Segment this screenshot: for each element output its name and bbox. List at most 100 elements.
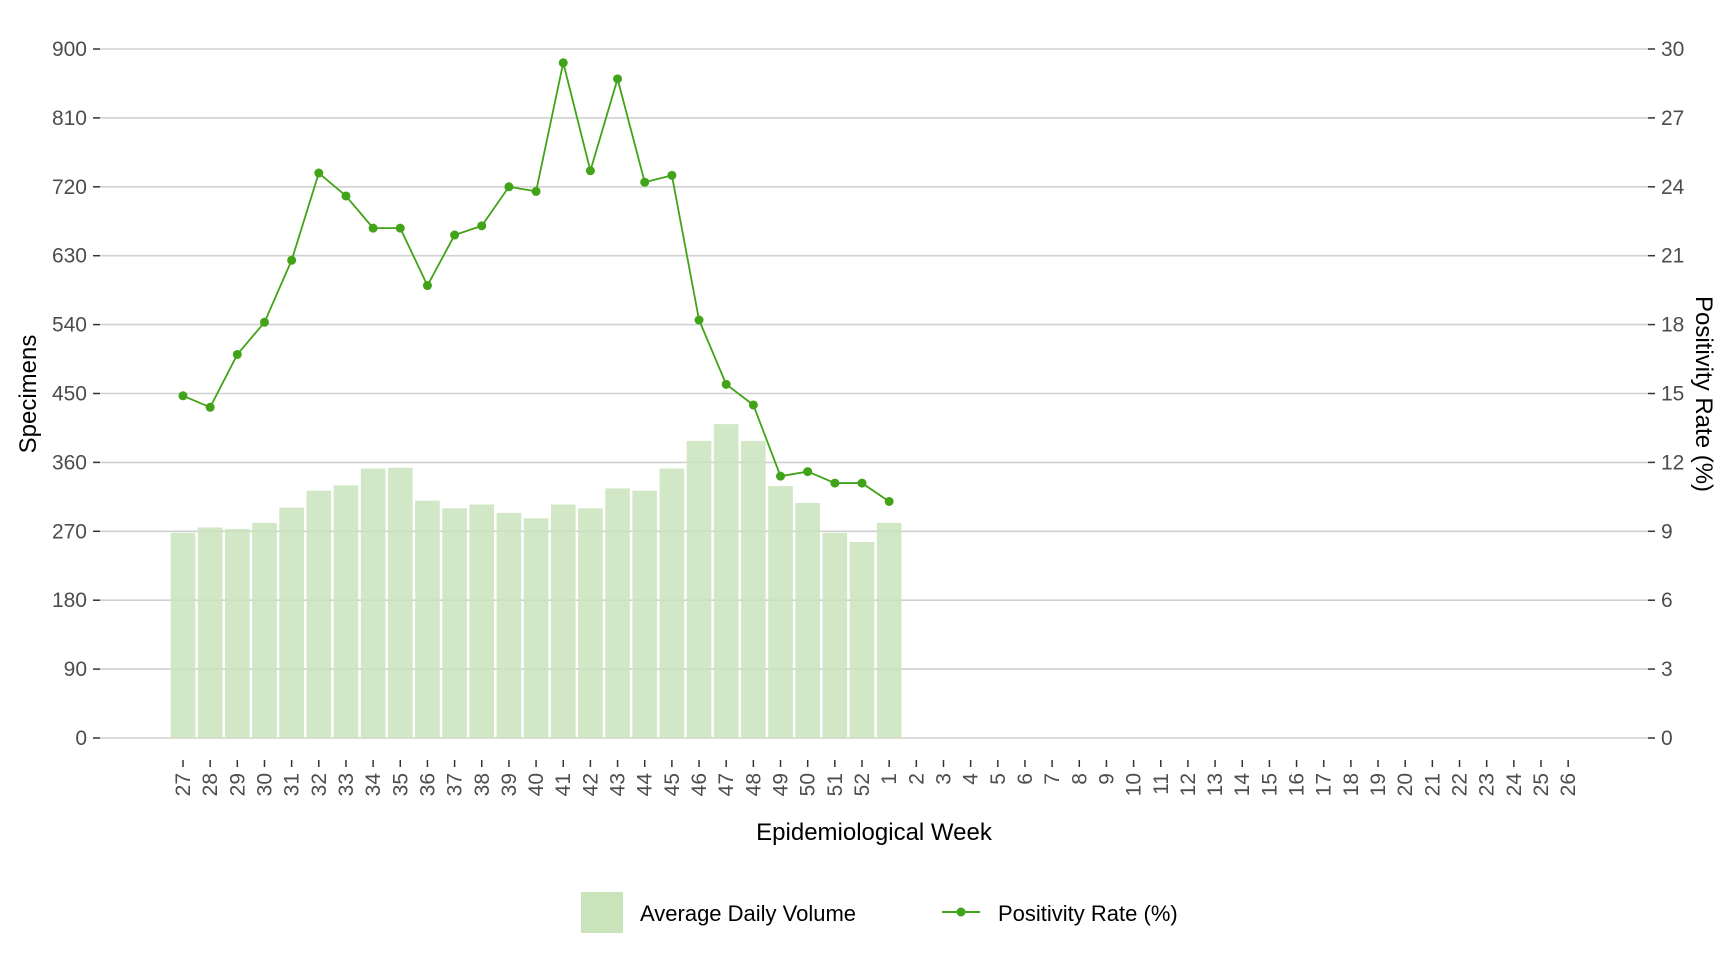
bar: [605, 488, 630, 738]
bar: [252, 522, 277, 738]
x-tick-label: 23: [1476, 773, 1499, 796]
y-tick-label: 360: [52, 451, 87, 474]
x-tick-label: 43: [607, 773, 630, 796]
x-tick-label: 8: [1068, 773, 1091, 785]
x-tick-label: 35: [389, 773, 412, 796]
y2-tick-label: 0: [1661, 727, 1673, 750]
legend-key-bar: [581, 892, 623, 933]
line-point: [287, 255, 297, 265]
x-tick-label: 17: [1313, 773, 1336, 796]
bar: [686, 440, 712, 738]
x-tick-label: 19: [1367, 773, 1390, 796]
x-tick-label: 34: [362, 773, 385, 797]
y-tick-label: 180: [52, 589, 87, 612]
x-tick-label: 21: [1421, 773, 1444, 796]
line-point: [504, 182, 514, 192]
y2-tick-label: 30: [1661, 38, 1684, 61]
line-point: [694, 315, 704, 325]
y2-tick-label: 3: [1661, 658, 1673, 681]
x-tick-label: 28: [199, 773, 222, 796]
y-tick-label: 0: [75, 727, 87, 750]
x-tick-label: 32: [308, 773, 331, 796]
bar: [496, 512, 522, 738]
bar: [415, 500, 440, 738]
bar: [713, 424, 739, 738]
x-tick-label: 9: [1095, 773, 1118, 785]
x-axis: 27 28 29 30 31 32 33 34 35 36 37 38 39 40 41 42 43 44 45 46…: [172, 760, 1580, 796]
line-series: [178, 58, 894, 506]
x-tick-label: 11: [1150, 773, 1173, 795]
y-tick-label: 540: [52, 314, 87, 337]
x-tick-label: 36: [416, 773, 439, 796]
legend-label-line: Positivity Rate (%): [998, 901, 1178, 926]
y2-tick-label: 6: [1661, 589, 1673, 612]
x-tick-label: 51: [824, 773, 847, 796]
line-point: [558, 58, 568, 68]
left-axis: 0 90 180 270 360 450 540 630 720 810 900: [52, 38, 100, 750]
line-point: [667, 170, 677, 180]
line-point: [884, 496, 894, 506]
bar: [442, 508, 467, 738]
x-tick-label: 24: [1503, 773, 1526, 797]
x-tick-label: 30: [253, 773, 276, 796]
bar: [170, 532, 196, 738]
y-tick-label: 90: [64, 658, 87, 681]
bar: [822, 532, 848, 738]
x-tick-label: 52: [851, 773, 874, 796]
bar: [306, 490, 332, 738]
bar: [197, 527, 223, 738]
x-tick-label: 33: [335, 773, 358, 796]
x-tick-label: 16: [1286, 773, 1309, 796]
x-tick-label: 41: [552, 773, 575, 796]
line-point: [721, 379, 731, 389]
x-tick-label: 1: [878, 773, 901, 785]
line-point: [395, 223, 405, 233]
x-tick-label: 14: [1231, 773, 1254, 797]
y-axis-title: Specimens: [15, 335, 42, 454]
y2-tick-label: 21: [1661, 245, 1684, 268]
x-tick-label: 38: [471, 773, 494, 796]
line-point: [178, 391, 188, 401]
legend-label-bar: Average Daily Volume: [640, 901, 856, 926]
y2-tick-label: 18: [1661, 314, 1684, 337]
line-point: [640, 177, 650, 187]
y2-tick-label: 12: [1661, 451, 1684, 474]
y2-tick-label: 24: [1661, 176, 1685, 199]
x-tick-label: 45: [661, 773, 684, 796]
x-tick-label: 29: [226, 773, 249, 796]
y-tick-label: 450: [52, 383, 87, 406]
y2-tick-label: 15: [1661, 383, 1684, 406]
y-tick-label: 720: [52, 176, 87, 199]
line-point: [368, 223, 378, 233]
bar: [225, 529, 250, 738]
x-tick-label: 40: [525, 773, 548, 796]
x-tick-label: 2: [905, 773, 928, 785]
x-tick-label: 48: [742, 773, 765, 796]
line-point: [422, 281, 432, 291]
line-point: [531, 186, 541, 196]
x-tick-label: 15: [1258, 773, 1281, 796]
bar: [578, 508, 603, 738]
legend: Average Daily Volume Positivity Rate (%): [581, 892, 1178, 933]
x-tick-label: 7: [1041, 773, 1064, 785]
bar: [469, 504, 495, 738]
bar: [795, 502, 820, 738]
bar: [360, 468, 386, 738]
y-tick-label: 900: [52, 38, 87, 61]
line-point: [341, 191, 351, 201]
x-tick-label: 46: [688, 773, 711, 796]
x-tick-label: 49: [770, 773, 793, 796]
x-tick-label: 37: [444, 773, 467, 796]
x-tick-label: 50: [797, 773, 820, 796]
y2-tick-label: 27: [1661, 107, 1684, 130]
y2-axis-title: Positivity Rate (%): [1690, 296, 1717, 492]
y-tick-label: 630: [52, 245, 87, 268]
x-tick-label: 20: [1394, 773, 1417, 796]
line-point: [232, 349, 242, 359]
bar: [849, 542, 875, 738]
x-axis-title: Epidemiological Week: [756, 819, 993, 846]
x-tick-label: 3: [932, 773, 955, 785]
bar-series: [170, 424, 902, 738]
line-point: [830, 478, 840, 488]
